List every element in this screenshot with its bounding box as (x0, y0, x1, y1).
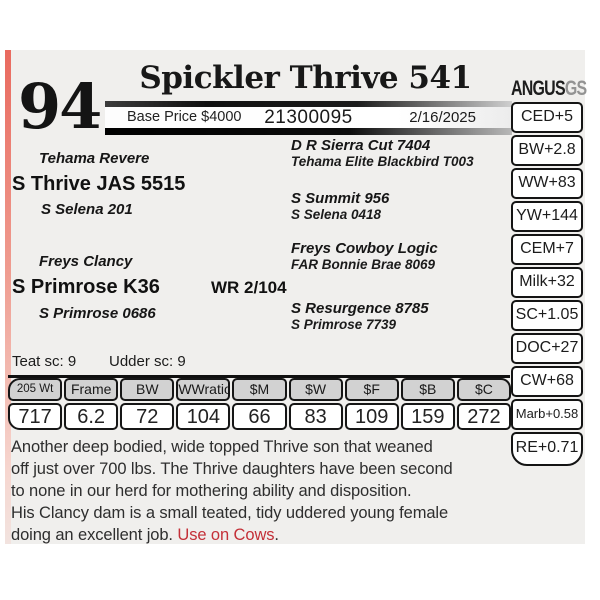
base-price: Base Price $4000 (127, 109, 242, 125)
description: Another deep bodied, wide topped Thrive … (11, 436, 519, 546)
birth-date: 2/16/2025 (409, 109, 476, 126)
epd-re: RE+0.71 (511, 432, 583, 466)
angus-gs-logo: ANGUSGS (511, 77, 587, 100)
epd-bw: BW+2.8 (511, 135, 583, 166)
description-last-line: doing an excellent job. Use on Cows. (11, 524, 519, 546)
epd-marb: Marb+0.58 (511, 399, 583, 430)
description-line: His Clancy dam is a small teated, tidy u… (11, 504, 449, 522)
dam-name: S Primrose K36 (12, 276, 160, 298)
value-205wt: 717 (8, 403, 63, 430)
description-suffix: . (274, 526, 279, 544)
weaning-ratio: WR 2/104 (211, 278, 287, 297)
left-accent-bar (5, 50, 11, 544)
table-value-row: 717 6.2 72 104 66 83 109 159 272 (8, 403, 511, 430)
col-header-wwratio: WWratio (176, 378, 231, 401)
grandsire-2: S Summit 956 (291, 190, 390, 207)
description-prefix: doing an excellent job. (11, 526, 178, 544)
pedigree-pair-3: Freys Cowboy Logic FAR Bonnie Brae 8069 (291, 240, 438, 272)
sire-name: S Thrive JAS 5515 (12, 173, 186, 195)
col-header-dollar-c: $C (456, 378, 511, 401)
epd-sc: SC+1.05 (511, 300, 583, 331)
udder-score: Udder sc: 9 (109, 353, 186, 370)
dam-of-dam: S Primrose 0686 (39, 305, 156, 322)
granddam-2: S Selena 0418 (291, 207, 382, 222)
grandsire-1: D R Sierra Cut 7404 (291, 137, 431, 154)
sire-of-sire: Tehama Revere (39, 150, 150, 167)
col-header-frame: Frame (64, 378, 119, 401)
col-header-205wt: 205 Wt (8, 378, 63, 401)
sire-of-dam: Freys Clancy (39, 253, 133, 270)
col-header-bw: BW (120, 378, 175, 401)
pedigree-pair-4: S Resurgence 8785 S Primrose 7739 (291, 300, 429, 332)
grandsire-3: Freys Cowboy Logic (291, 240, 438, 257)
header-info-strip: Base Price $4000 21300095 2/16/2025 (105, 107, 512, 128)
value-bw: 72 (120, 403, 175, 430)
granddam-3: FAR Bonnie Brae 8069 (291, 257, 436, 272)
value-wwratio: 104 (176, 403, 231, 430)
header-divider-bottom (105, 128, 512, 135)
description-line: to none in our herd for mothering abilit… (11, 482, 412, 500)
pedigree-pair-2: S Summit 956 S Selena 0418 (291, 190, 389, 222)
grandsire-4: S Resurgence 8785 (291, 300, 429, 317)
header-divider-top (105, 101, 512, 107)
col-header-dollar-b: $B (400, 378, 455, 401)
table-top-rule (8, 375, 510, 378)
value-dollar-b: 159 (400, 403, 455, 430)
epd-cw: CW+68 (511, 366, 583, 397)
epd-doc: DOC+27 (511, 333, 583, 364)
value-dollar-f: 109 (344, 403, 399, 430)
table-header-row: 205 Wt Frame BW WWratio $M $W $F $B $C (8, 378, 511, 401)
value-dollar-m: 66 (232, 403, 287, 430)
angus-logo-text: ANGUS (511, 77, 566, 100)
granddam-1: Tehama Elite Blackbird T003 (291, 154, 474, 169)
animal-name-title: Spickler Thrive 541 (139, 60, 472, 96)
value-dollar-w: 83 (288, 403, 343, 430)
epd-yw: YW+144 (511, 201, 583, 232)
granddam-4: S Primrose 7739 (291, 317, 397, 332)
use-on-cows-highlight: Use on Cows (177, 526, 275, 544)
registration-number: 21300095 (264, 107, 353, 128)
epd-cem: CEM+7 (511, 234, 583, 265)
epd-ced: CED+5 (511, 102, 583, 133)
catalog-page: 94 Spickler Thrive 541 Base Price $4000 … (5, 50, 587, 546)
epd-milk: Milk+32 (511, 267, 583, 298)
dam-of-sire: S Selena 201 (41, 201, 133, 218)
description-line: off just over 700 lbs. The Thrive daught… (11, 460, 453, 478)
gs-logo-text: GS (564, 77, 587, 100)
epd-column: ANGUSGS CED+5 BW+2.8 WW+83 YW+144 CEM+7 … (511, 77, 587, 466)
description-line: Another deep bodied, wide topped Thrive … (11, 438, 433, 456)
lot-number: 94 (18, 70, 102, 143)
pedigree-pair-1: D R Sierra Cut 7404 Tehama Elite Blackbi… (291, 137, 474, 169)
teat-score: Teat sc: 9 (12, 353, 77, 370)
performance-table: 205 Wt Frame BW WWratio $M $W $F $B $C 7… (8, 378, 511, 430)
col-header-dollar-m: $M (232, 378, 287, 401)
value-dollar-c: 272 (456, 403, 511, 430)
epd-ww: WW+83 (511, 168, 583, 199)
value-frame: 6.2 (64, 403, 119, 430)
col-header-dollar-w: $W (288, 378, 343, 401)
col-header-dollar-f: $F (344, 378, 399, 401)
